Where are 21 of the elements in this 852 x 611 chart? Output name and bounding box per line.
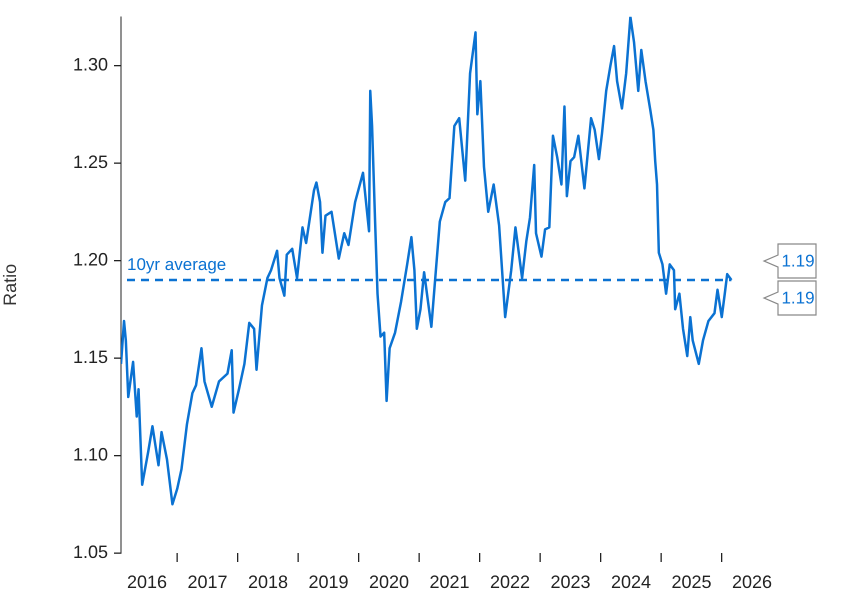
x-tick-label: 2025 bbox=[671, 572, 712, 592]
x-tick-label: 2017 bbox=[187, 572, 228, 592]
x-tick-label: 2019 bbox=[308, 572, 349, 592]
x-tick-label: 2018 bbox=[248, 572, 288, 592]
x-tick-label: 2024 bbox=[610, 572, 652, 592]
x-tick-label: 2021 bbox=[429, 572, 470, 592]
y-tick-label: 1.30 bbox=[72, 54, 108, 75]
x-tick-label: 2023 bbox=[550, 572, 591, 592]
x-tick-label: 2020 bbox=[368, 572, 410, 592]
y-tick-label: 1.05 bbox=[72, 542, 108, 562]
y-tick-label: 1.25 bbox=[72, 152, 108, 172]
y-tick-label: 1.15 bbox=[72, 346, 108, 367]
text: 1.19 bbox=[781, 252, 815, 271]
y-axis-title: Ratio bbox=[0, 264, 20, 306]
x-tick-label: 2022 bbox=[490, 572, 530, 592]
y-tick-label: 1.20 bbox=[72, 249, 108, 270]
y-tick-label: 1.10 bbox=[72, 444, 108, 464]
x-tick-label: 2026 bbox=[732, 572, 772, 592]
x-tick-label: 2016 bbox=[126, 572, 168, 592]
ref-line-label: 10yr average bbox=[127, 255, 226, 274]
text: 1.19 bbox=[781, 288, 815, 308]
